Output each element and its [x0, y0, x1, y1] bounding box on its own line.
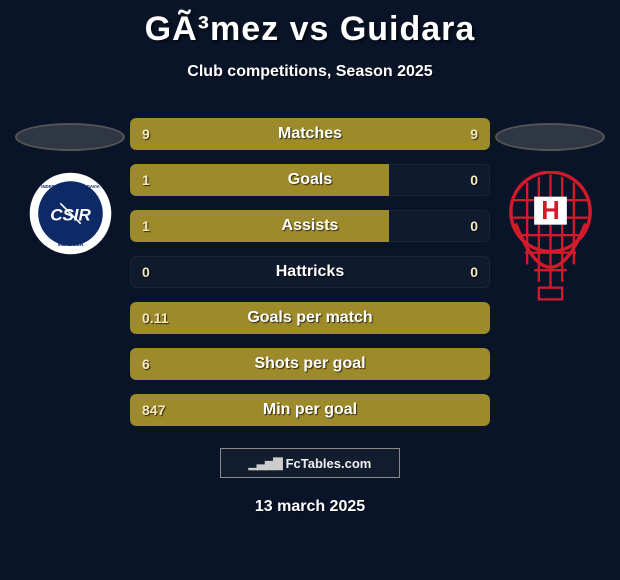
crest-icon: INDEPENDIENTE RIVADAVIA MENDOZA CSIR [28, 171, 113, 256]
stat-right-value: 9 [458, 126, 490, 142]
balloon-icon: H [503, 171, 598, 311]
stat-left-value: 1 [130, 218, 162, 234]
stat-row: 1Assists0 [130, 210, 490, 242]
stat-label: Hattricks [130, 263, 490, 281]
stat-left-value: 0 [130, 264, 162, 280]
bar-fill-left [130, 210, 389, 242]
stat-row: 0Hattricks0 [130, 256, 490, 288]
stat-row: 847Min per goal [130, 394, 490, 426]
left-team-crest: INDEPENDIENTE RIVADAVIA MENDOZA CSIR [28, 171, 113, 256]
stat-row: 0.11Goals per match [130, 302, 490, 334]
date-label: 13 march 2025 [0, 498, 620, 516]
bar-fill-left [130, 164, 389, 196]
source-label: FcTables.com [286, 456, 372, 471]
stat-right-value: 0 [458, 218, 490, 234]
svg-text:H: H [541, 197, 560, 225]
subtitle: Club competitions, Season 2025 [0, 63, 620, 81]
stat-row: 6Shots per goal [130, 348, 490, 380]
chart-icon: ▁▃▅▇ [249, 456, 282, 470]
stat-left-value: 6 [130, 356, 162, 372]
svg-text:MENDOZA: MENDOZA [57, 242, 83, 248]
stat-left-value: 1 [130, 172, 162, 188]
page-title: GÃ³mez vs Guidara [0, 0, 620, 49]
source-badge: ▁▃▅▇ FcTables.com [220, 448, 400, 478]
bar-fill-left [130, 302, 490, 334]
shadow-ellipse-right [495, 123, 605, 151]
svg-text:INDEPENDIENTE RIVADAVIA: INDEPENDIENTE RIVADAVIA [41, 184, 99, 189]
stat-right-value: 0 [458, 172, 490, 188]
bar-fill-left [130, 348, 490, 380]
stat-left-value: 9 [130, 126, 162, 142]
right-team-crest: H [503, 171, 598, 311]
stat-left-value: 847 [130, 402, 177, 418]
stat-right-value: 0 [458, 264, 490, 280]
comparison-panel: INDEPENDIENTE RIVADAVIA MENDOZA CSIR 9Ma… [0, 118, 620, 440]
stat-left-value: 0.11 [130, 310, 180, 326]
left-team-column: INDEPENDIENTE RIVADAVIA MENDOZA CSIR [10, 118, 130, 256]
right-team-column: H [490, 118, 610, 311]
bar-fill-left [130, 394, 490, 426]
stat-bars: 9Matches91Goals01Assists00Hattricks00.11… [130, 118, 490, 440]
shadow-ellipse-left [15, 123, 125, 151]
stat-row: 1Goals0 [130, 164, 490, 196]
stat-row: 9Matches9 [130, 118, 490, 150]
